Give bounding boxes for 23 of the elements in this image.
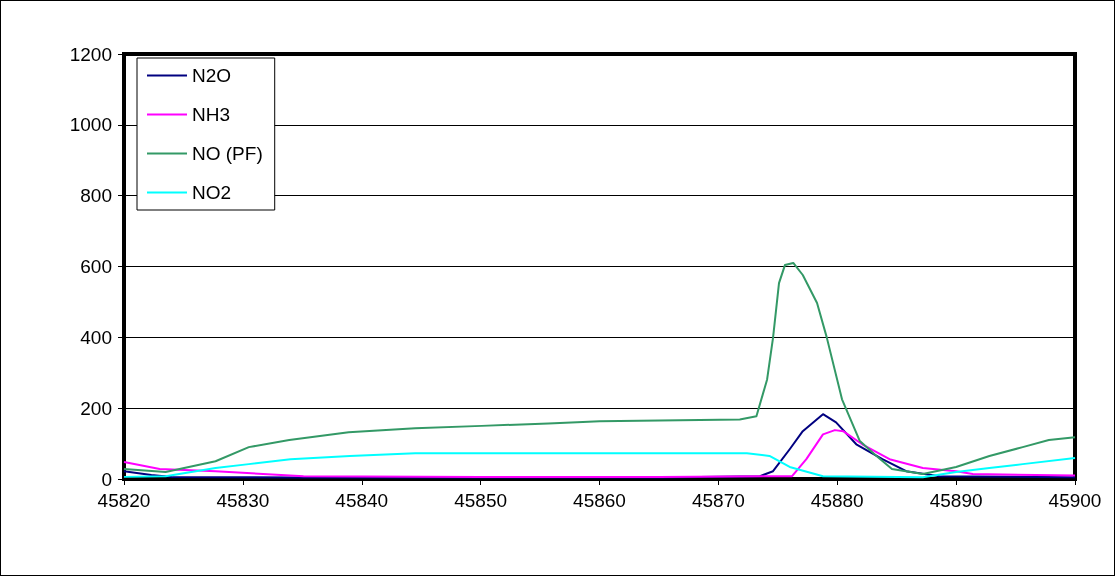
legend-label: NO (PF): [192, 143, 263, 164]
legend-label: N2O: [192, 65, 232, 86]
x-tick-label: 45890: [929, 490, 983, 511]
x-tick-label: 45850: [454, 490, 508, 511]
y-tick-label: 1200: [69, 43, 112, 65]
line-series: [123, 452, 1076, 479]
x-tick-label: 45820: [97, 490, 151, 511]
legend-label: NH3: [192, 104, 231, 125]
x-tick-label: 45860: [573, 490, 626, 511]
x-tick-label: 45830: [216, 490, 270, 511]
x-tick-label: 45840: [335, 490, 389, 511]
line-series: [123, 429, 1076, 478]
x-tick-label: 45900: [1048, 490, 1102, 511]
x-tick-label: 45880: [810, 490, 864, 511]
y-tick-label: 0: [101, 468, 112, 490]
legend-label: NO2: [192, 182, 232, 203]
y-tick-label: 400: [80, 326, 112, 348]
y-tick-label: 1000: [69, 114, 112, 136]
y-tick-label: 200: [80, 397, 112, 419]
y-tick-label: 800: [80, 185, 112, 207]
x-tick-label: 45870: [691, 490, 745, 511]
line-series: [123, 413, 1076, 479]
y-tick-label: 600: [80, 256, 112, 277]
